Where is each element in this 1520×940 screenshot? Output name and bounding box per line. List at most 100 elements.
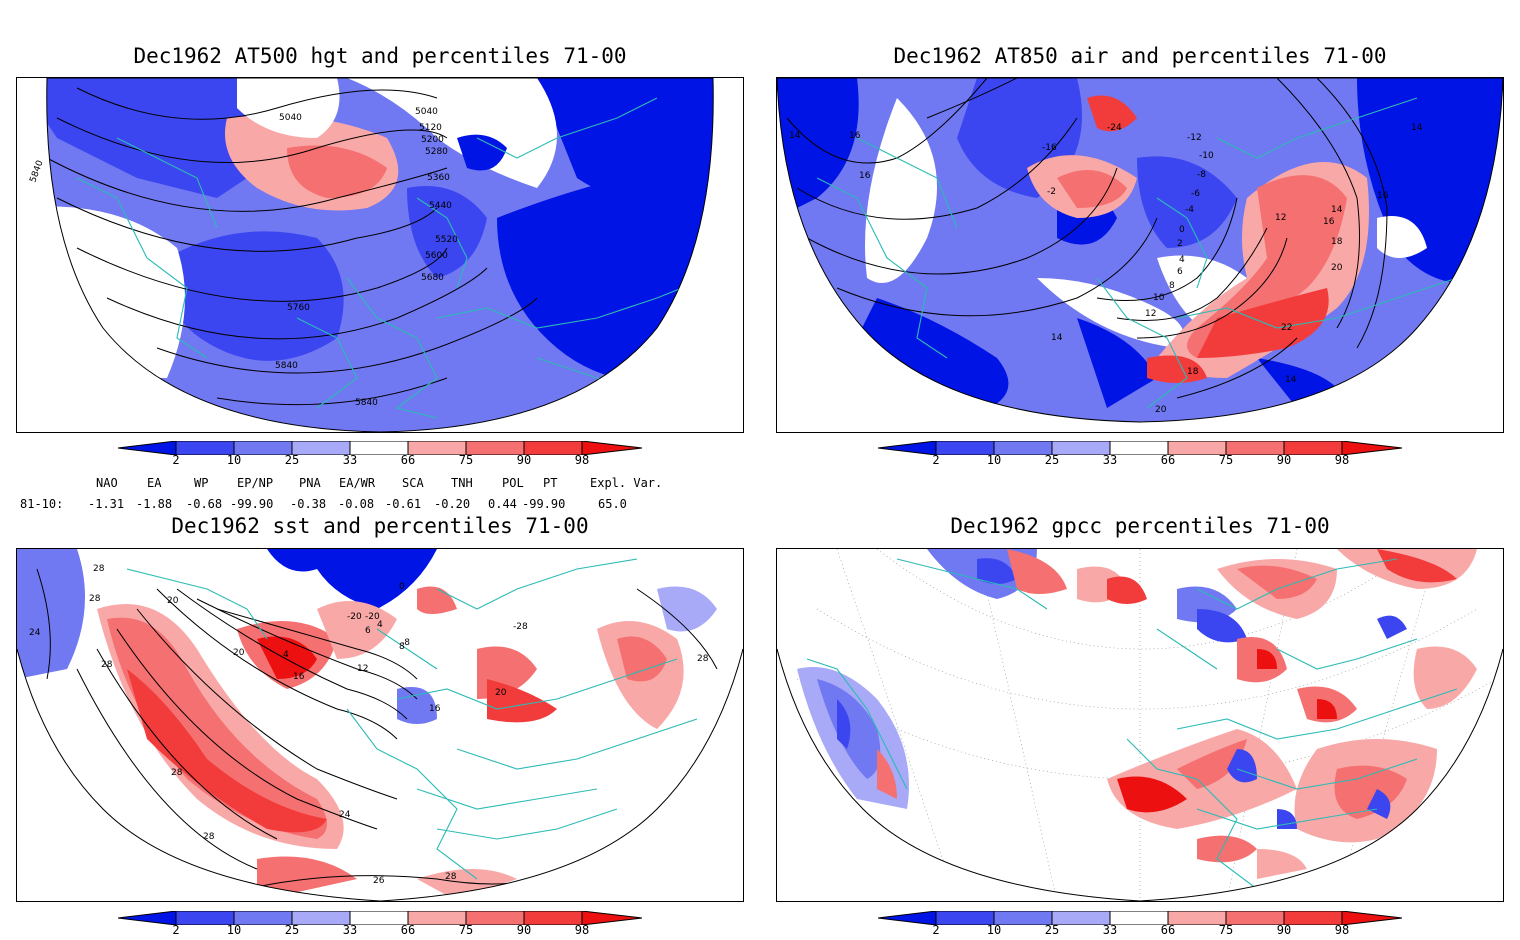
svg-text:16: 16 bbox=[849, 131, 861, 141]
colorbar-label: 75 bbox=[1218, 453, 1234, 467]
svg-text:4: 4 bbox=[377, 620, 383, 630]
svg-text:16: 16 bbox=[429, 704, 441, 714]
colorbar-label: 2 bbox=[172, 453, 180, 467]
index-header: SCA bbox=[402, 476, 424, 490]
colorbar-cell bbox=[1342, 441, 1402, 455]
svg-text:0: 0 bbox=[1179, 225, 1185, 235]
colorbar-label: 10 bbox=[226, 923, 242, 937]
index-value: -99.90 bbox=[522, 497, 566, 511]
svg-text:16: 16 bbox=[1323, 217, 1335, 227]
svg-text:-20: -20 bbox=[347, 612, 362, 622]
index-value: 65.0 bbox=[598, 497, 627, 511]
svg-text:-24: -24 bbox=[1107, 123, 1122, 133]
svg-text:5200: 5200 bbox=[421, 135, 444, 145]
index-row-label: 81-10: bbox=[20, 497, 64, 511]
colorbar-cell bbox=[408, 441, 466, 455]
colorbar-cell bbox=[582, 441, 642, 455]
svg-text:5280: 5280 bbox=[425, 147, 448, 157]
colorbar-cell bbox=[292, 911, 350, 925]
map-panel-gpcc bbox=[776, 548, 1504, 902]
svg-text:5600: 5600 bbox=[425, 251, 448, 261]
colorbar-cell bbox=[1168, 911, 1226, 925]
svg-text:5840: 5840 bbox=[275, 361, 298, 371]
colorbar-cell bbox=[1052, 911, 1110, 925]
colorbar-cell bbox=[118, 911, 176, 925]
svg-text:5680: 5680 bbox=[421, 273, 444, 283]
svg-text:-2: -2 bbox=[1047, 187, 1056, 197]
svg-text:-6: -6 bbox=[1191, 189, 1200, 199]
svg-text:-16: -16 bbox=[1042, 143, 1057, 153]
svg-text:4: 4 bbox=[283, 650, 289, 660]
colorbar-3: 2 10 25 33 66 75 90 98 bbox=[117, 910, 643, 938]
svg-text:14: 14 bbox=[789, 131, 801, 141]
colorbar-label: 10 bbox=[986, 453, 1002, 467]
svg-text:12: 12 bbox=[1275, 213, 1286, 223]
colorbar-cell-neutral bbox=[1110, 441, 1168, 455]
index-header: WP bbox=[194, 476, 209, 490]
colorbar-label: 2 bbox=[932, 453, 940, 467]
svg-text:20: 20 bbox=[233, 648, 245, 658]
svg-text:-4: -4 bbox=[1185, 205, 1194, 215]
colorbar-label: 10 bbox=[986, 923, 1002, 937]
colorbar-label: 98 bbox=[574, 923, 590, 937]
svg-text:14: 14 bbox=[1411, 123, 1423, 133]
colorbar-label: 33 bbox=[342, 923, 358, 937]
colorbar-cell bbox=[234, 911, 292, 925]
colorbar-label: 33 bbox=[1102, 923, 1118, 937]
svg-text:28: 28 bbox=[101, 660, 113, 670]
index-header: NAO bbox=[96, 476, 118, 490]
colorbar-cell bbox=[1284, 911, 1342, 925]
colorbar-label: 90 bbox=[1276, 453, 1292, 467]
index-value: -99.90 bbox=[230, 497, 274, 511]
colorbar-label: 66 bbox=[1160, 923, 1176, 937]
colorbar-cell bbox=[292, 441, 350, 455]
colorbar-label: 90 bbox=[516, 923, 532, 937]
colorbar-4: 2 10 25 33 66 75 90 98 bbox=[877, 910, 1403, 938]
colorbar-cell bbox=[408, 911, 466, 925]
svg-text:2: 2 bbox=[1177, 239, 1183, 249]
colorbar-label: 2 bbox=[172, 923, 180, 937]
colorbar-label: 75 bbox=[1218, 923, 1234, 937]
svg-text:-12: -12 bbox=[1187, 133, 1202, 143]
index-header: PT bbox=[543, 476, 558, 490]
colorbar-cell bbox=[118, 441, 176, 455]
svg-text:20: 20 bbox=[167, 596, 179, 606]
svg-text:5520: 5520 bbox=[435, 235, 458, 245]
svg-text:18: 18 bbox=[1331, 237, 1343, 247]
contour-labels-hgt500: 5040 5040 5120 5200 5280 5360 5440 5520 … bbox=[28, 107, 458, 408]
svg-text:22: 22 bbox=[1281, 323, 1292, 333]
svg-text:-28: -28 bbox=[513, 622, 528, 632]
colorbar-label: 25 bbox=[1044, 453, 1060, 467]
colorbar-label: 25 bbox=[284, 453, 300, 467]
svg-text:5120: 5120 bbox=[419, 123, 442, 133]
svg-text:28: 28 bbox=[203, 832, 215, 842]
contour-labels-air850: 14 16 16 -24 -16 -2 -12 -10 -8 -6 -4 0 2… bbox=[789, 123, 1423, 415]
svg-text:16: 16 bbox=[1377, 191, 1389, 201]
svg-text:20: 20 bbox=[1155, 405, 1167, 415]
index-value: -1.88 bbox=[136, 497, 173, 511]
colorbar-label: 98 bbox=[574, 453, 590, 467]
colorbar-label: 2 bbox=[932, 923, 940, 937]
colorbar-cell bbox=[466, 441, 524, 455]
colorbar-label: 75 bbox=[458, 923, 474, 937]
svg-text:-8: -8 bbox=[1197, 170, 1206, 180]
svg-text:6: 6 bbox=[365, 626, 371, 636]
colorbar-label: 66 bbox=[1160, 453, 1176, 467]
svg-text:5440: 5440 bbox=[429, 201, 452, 211]
svg-text:-20: -20 bbox=[365, 612, 380, 622]
svg-text:8: 8 bbox=[399, 642, 405, 652]
svg-text:14: 14 bbox=[1331, 205, 1343, 215]
svg-text:5840: 5840 bbox=[355, 398, 378, 408]
svg-text:5360: 5360 bbox=[427, 173, 450, 183]
svg-text:28: 28 bbox=[445, 872, 457, 882]
colorbar-label: 25 bbox=[284, 923, 300, 937]
colorbar-cell bbox=[1226, 441, 1284, 455]
index-header: EA/WR bbox=[339, 476, 376, 490]
colorbar-label: 33 bbox=[342, 453, 358, 467]
svg-text:24: 24 bbox=[339, 810, 351, 820]
svg-text:5040: 5040 bbox=[415, 107, 438, 117]
colorbar-label: 75 bbox=[458, 453, 474, 467]
colorbar-cell bbox=[234, 441, 292, 455]
colorbar-cell-neutral bbox=[1110, 911, 1168, 925]
svg-text:26: 26 bbox=[373, 876, 385, 886]
